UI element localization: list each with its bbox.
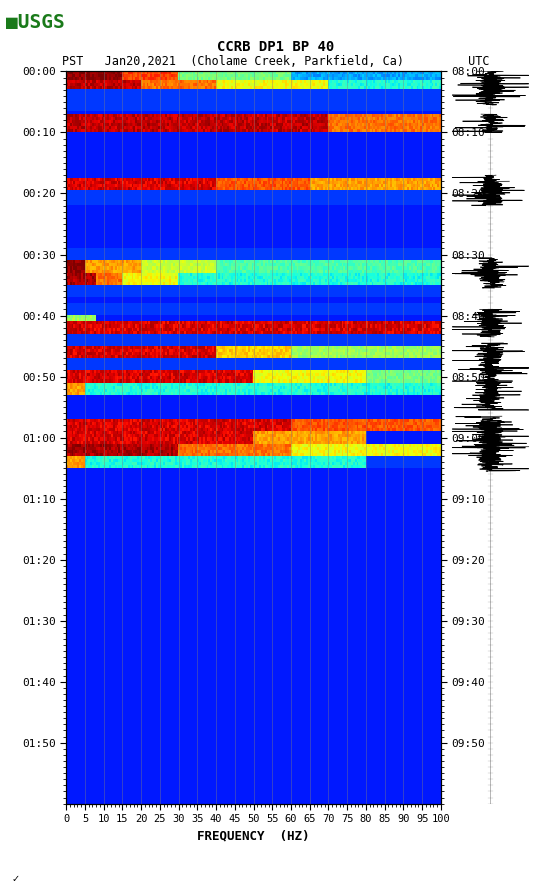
Text: CCRB DP1 BP 40: CCRB DP1 BP 40: [217, 40, 335, 54]
Text: ✓: ✓: [11, 874, 19, 884]
Text: PST   Jan20,2021  (Cholame Creek, Parkfield, Ca)         UTC: PST Jan20,2021 (Cholame Creek, Parkfield…: [62, 55, 490, 69]
X-axis label: FREQUENCY  (HZ): FREQUENCY (HZ): [197, 830, 310, 843]
Text: ■USGS: ■USGS: [6, 13, 64, 32]
